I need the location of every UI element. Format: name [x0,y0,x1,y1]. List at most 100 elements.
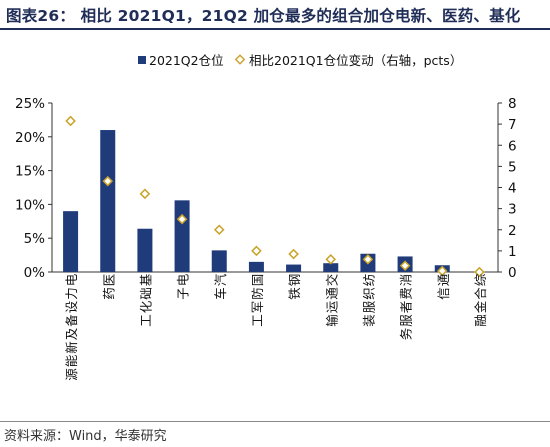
x-tick-label: 医药 [101,274,116,300]
x-tick-char: 通 [436,273,451,286]
left-tick-label: 15% [15,164,45,180]
x-tick-char: 输 [324,314,339,327]
x-tick-char: 力 [64,287,79,300]
chart-title: 图表26： 相比 2021Q1，21Q2 加仓最多的组合加仓电新、医药、基化 [6,7,521,25]
bar [100,130,116,272]
source-divider [0,421,550,422]
x-tick-char: 通 [324,287,339,300]
x-tick-char: 服 [399,314,414,327]
chart: 2021Q2仓位 相比2021Q1仓位变动（右轴，pcts） 0%5%10%15… [15,53,517,381]
marker [399,260,411,271]
left-tick-label: 5% [24,231,46,247]
x-tick-char: 者 [399,301,414,314]
right-tick-label: 4 [508,181,517,197]
left-tick-label: 10% [15,197,45,213]
x-tick-label: 通信 [436,273,451,300]
x-tick-labels: 电力设备及新能源医药基础化工电子汽车国防军工钢铁交通运输纺织服装消费者服务通信综… [64,273,488,381]
markers [65,115,485,278]
x-tick-char: 药 [101,287,116,300]
x-tick-char: 基 [138,273,153,286]
x-tick-char: 础 [138,287,153,300]
legend-bar-swatch [138,56,146,64]
bar [137,228,153,272]
x-tick-char: 费 [399,287,414,300]
x-tick-char: 国 [250,274,265,287]
right-tick-label: 8 [508,96,517,112]
bar [211,250,227,272]
x-tick-char: 纺 [361,274,376,287]
bar [286,264,302,272]
bars [63,130,450,272]
x-tick-char: 服 [361,300,376,313]
marker [362,254,374,265]
x-tick-char: 金 [473,300,488,313]
x-tick-char: 织 [361,287,376,300]
right-tick-label: 3 [508,202,517,218]
right-tick-label: 6 [508,138,517,154]
x-tick-char: 工 [250,314,265,327]
x-tick-char: 车 [213,287,228,300]
legend-scatter-label: 相比2021Q1仓位变动（右轴，pcts） [249,53,462,68]
x-tick-char: 电 [176,273,191,286]
x-tick-char: 备 [64,314,79,327]
x-tick-char: 综 [473,273,488,286]
bar [63,211,79,272]
x-tick-char: 及 [64,327,79,340]
marker [251,245,262,257]
x-tick-char: 子 [176,287,191,300]
x-tick-char: 电 [64,273,79,286]
bar [248,261,264,272]
bar [323,263,339,272]
axes: 0% 5% 10% 15% 20% 25% 0 1 2 3 4 5 6 7 8 [15,96,517,281]
title-divider [0,28,550,30]
x-tick-char: 军 [250,301,265,314]
legend-bar-label: 2021Q2仓位 [149,53,224,68]
x-tick-char: 能 [64,354,79,367]
marker [325,254,337,265]
marker [139,188,151,200]
x-tick-label: 电子 [176,273,191,300]
x-tick-char: 装 [361,314,376,327]
marker [436,265,448,277]
x-tick-char: 消 [399,274,414,287]
x-tick-label: 汽车 [213,273,228,300]
left-tick-label: 25% [15,96,45,112]
source-note: 资料来源：Wind，华泰研究 [4,429,167,444]
marker [176,213,188,225]
left-tick-label: 0% [24,265,46,281]
x-tick-char: 信 [436,287,451,300]
right-tick-label: 5 [508,159,517,175]
x-tick-char: 交 [324,274,339,287]
x-tick-char: 新 [64,341,79,354]
marker [474,266,485,278]
x-tick-char: 钢 [287,274,302,287]
x-tick-char: 运 [324,300,339,313]
x-tick-char: 源 [64,368,79,381]
marker [213,224,225,236]
marker [65,115,76,127]
x-tick-char: 设 [64,300,79,313]
x-tick-char: 务 [399,328,414,341]
x-tick-char: 化 [138,300,153,313]
x-tick-char: 工 [138,314,153,327]
right-tick-label: 0 [508,265,517,281]
x-tick-char: 融 [473,314,488,327]
marker [102,175,114,187]
x-tick-char: 防 [250,287,265,300]
x-tick-char: 汽 [213,273,228,286]
right-tick-label: 2 [508,223,517,239]
legend-diamond-swatch [234,54,246,65]
x-tick-char: 医 [101,274,116,287]
x-tick-char: 铁 [287,287,302,300]
legend: 2021Q2仓位 相比2021Q1仓位变动（右轴，pcts） [138,53,462,68]
bar [174,200,190,272]
right-tick-label: 1 [508,244,517,260]
right-tick-label: 7 [508,117,517,133]
